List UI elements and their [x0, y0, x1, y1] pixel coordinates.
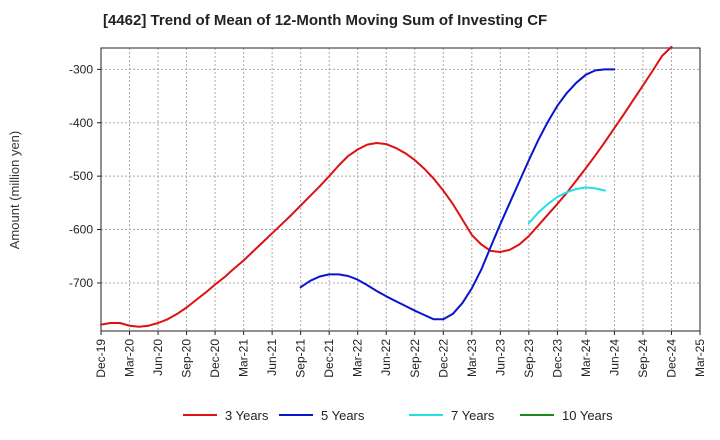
- x-tick-label: Sep-20: [180, 339, 194, 378]
- series-line-7-years: [527, 186, 606, 225]
- y-tick-label: -400: [69, 116, 93, 130]
- x-tick-label: Mar-25: [693, 339, 707, 377]
- x-tick-label: Mar-21: [237, 339, 251, 377]
- legend: 3 Years 5 Years 7 Years 10 Years: [183, 408, 613, 423]
- x-tick-label: Dec-22: [436, 339, 450, 378]
- x-tick-label: Dec-24: [664, 339, 678, 378]
- x-tick-label: Jun-24: [607, 339, 621, 376]
- x-tick-label: Mar-20: [123, 339, 137, 377]
- x-tick-label: Dec-21: [322, 339, 336, 378]
- x-tick-label: Dec-20: [208, 339, 222, 378]
- legend-label-3-years: 3 Years: [225, 408, 269, 423]
- legend-label-5-years: 5 Years: [321, 408, 365, 423]
- legend-label-10-years: 10 Years: [562, 408, 613, 423]
- x-tick-label: Mar-23: [465, 339, 479, 377]
- plot-frame: [100, 47, 701, 332]
- y-axis-ticks: -300 -400 -500 -600 -700: [69, 62, 101, 290]
- x-tick-label: Jun-23: [493, 339, 507, 376]
- x-tick-label: Sep-21: [294, 339, 308, 378]
- x-tick-label: Mar-22: [351, 339, 365, 377]
- y-tick-label: -500: [69, 169, 93, 183]
- x-tick-label: Sep-24: [636, 339, 650, 378]
- x-tick-label: Dec-19: [94, 339, 108, 378]
- series-lines: [100, 45, 673, 328]
- x-axis-ticks: Dec-19 Mar-20 Jun-20 Sep-20 Dec-20 Mar-21 Jun-…: [94, 331, 707, 378]
- x-tick-label: Jun-20: [151, 339, 165, 376]
- chart-title: [4462] Trend of Mean of 12-Month Moving …: [103, 12, 548, 29]
- y-tick-label: -600: [69, 223, 93, 237]
- series-line-5-years: [299, 68, 616, 321]
- x-tick-label: Jun-21: [265, 339, 279, 376]
- y-tick-label: -300: [69, 62, 93, 76]
- series-line-3-years: [100, 45, 673, 328]
- legend-label-7-years: 7 Years: [451, 408, 495, 423]
- y-tick-label: -700: [69, 276, 93, 290]
- x-tick-label: Dec-23: [550, 339, 564, 378]
- x-tick-label: Sep-23: [522, 339, 536, 378]
- y-axis-label: Amount (million yen): [7, 131, 22, 250]
- gridlines: [100, 48, 701, 331]
- x-tick-label: Jun-22: [379, 339, 393, 376]
- x-tick-label: Mar-24: [579, 339, 593, 377]
- x-tick-label: Sep-22: [408, 339, 422, 378]
